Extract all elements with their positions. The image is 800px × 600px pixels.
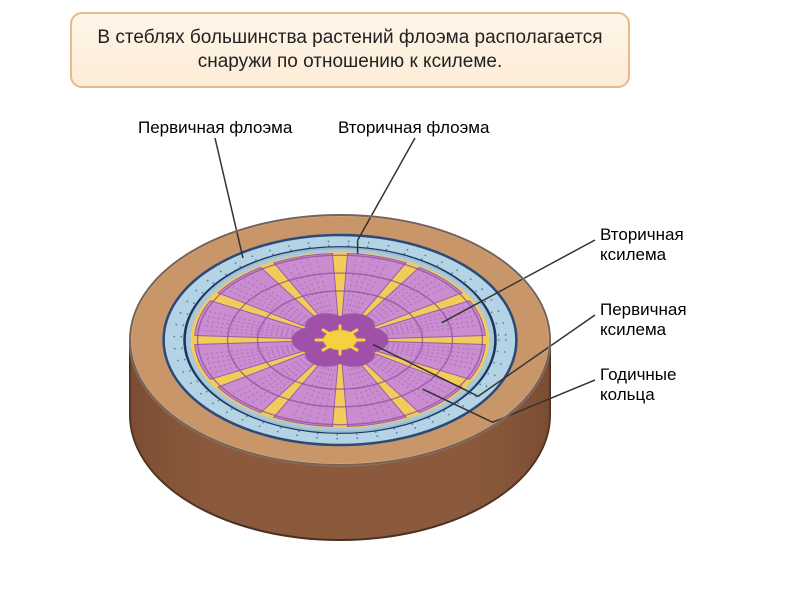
caption-box: В стеблях большинства растений флоэма ра… (70, 12, 630, 88)
caption-line-1: В стеблях большинства растений флоэма ра… (97, 27, 602, 48)
diagram-svg (90, 130, 690, 570)
stem-cross-section-diagram (90, 130, 690, 575)
caption-line-2: снаружи по отношению к ксилеме. (198, 51, 503, 72)
